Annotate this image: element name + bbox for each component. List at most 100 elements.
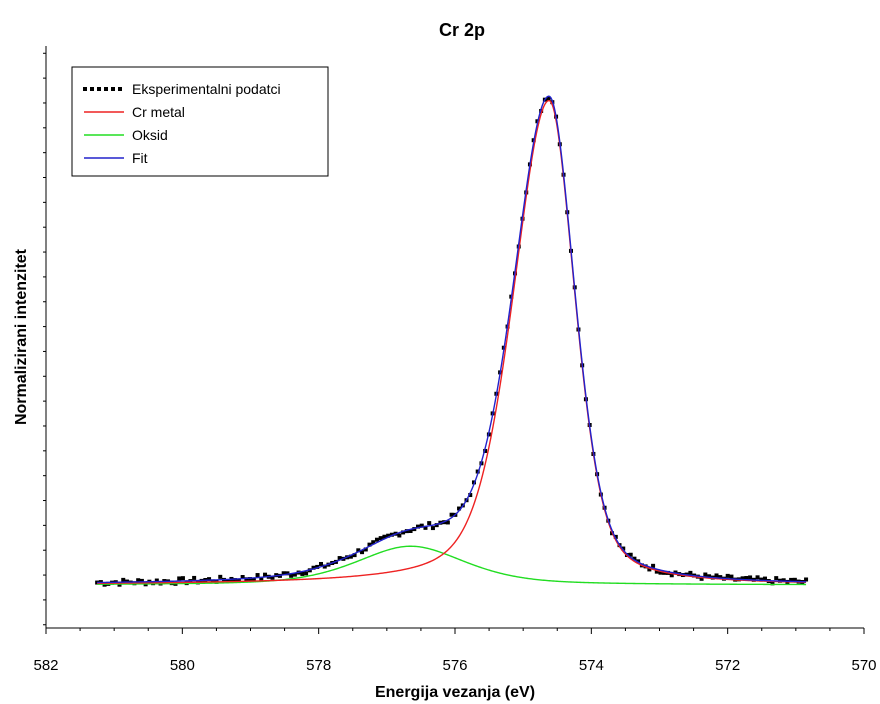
experimental-point	[774, 576, 779, 581]
experimental-point	[419, 523, 424, 528]
experimental-point	[240, 575, 245, 580]
experimental-point	[669, 573, 674, 578]
experimental-point	[427, 521, 432, 526]
legend-marker-experimental	[111, 87, 115, 91]
experimental-point	[177, 576, 182, 581]
experimental-point	[651, 563, 656, 568]
experimental-point	[703, 572, 708, 577]
experimental-point	[367, 542, 372, 547]
x-tick-label: 572	[715, 657, 740, 674]
legend-marker-experimental	[90, 87, 94, 91]
experimental-point	[740, 576, 745, 581]
experimental-point	[281, 571, 286, 576]
experimental-point	[707, 574, 712, 579]
experimental-point	[658, 570, 663, 575]
experimental-point	[632, 556, 637, 561]
experimental-point	[371, 540, 376, 545]
x-tick-label: 576	[442, 657, 467, 674]
experimental-point	[759, 577, 764, 582]
experimental-point	[449, 512, 454, 517]
x-ticks: 582 580 578 576 574 572 570	[33, 628, 877, 674]
experimental-point	[483, 448, 488, 453]
experimental-point	[636, 559, 641, 564]
y-ticks	[43, 52, 46, 626]
experimental-point	[363, 547, 368, 552]
experimental-point	[154, 578, 159, 583]
legend-label: Cr metal	[132, 104, 185, 120]
experimental-point	[744, 576, 749, 581]
experimental-point	[804, 577, 809, 582]
experimental-point	[628, 552, 633, 557]
x-axis-label: Energija vezanja (eV)	[375, 684, 535, 701]
experimental-point	[386, 533, 391, 538]
chart-title: Cr 2p	[439, 20, 485, 40]
experimental-point	[270, 575, 275, 580]
experimental-point	[311, 565, 316, 570]
fit-curve	[97, 95, 807, 584]
legend-marker-experimental	[83, 87, 87, 91]
experimental-point	[322, 564, 327, 569]
experimental-point	[468, 493, 473, 498]
experimental-point	[699, 576, 704, 581]
experimental-point	[95, 580, 100, 585]
experimental-point	[289, 573, 294, 578]
plot-area: 582 580 578 576 574 572 570	[33, 46, 877, 674]
experimental-point	[356, 548, 361, 553]
experimental-point	[378, 536, 383, 541]
experimental-point	[434, 523, 439, 528]
x-tick-label: 582	[33, 657, 58, 674]
legend-marker-experimental	[97, 87, 101, 91]
experimental-point	[445, 520, 450, 525]
experimental-point	[475, 469, 480, 474]
experimental-point	[781, 578, 786, 583]
experimental-point	[714, 573, 719, 578]
experimental-point	[546, 96, 551, 101]
experimental-point	[121, 577, 126, 582]
y-axis-label: Normalizirani intenzitet	[13, 248, 30, 425]
experimental-point	[304, 571, 309, 576]
experimental-point	[192, 575, 197, 580]
cr-metal-curve	[97, 99, 807, 584]
experimental-point	[770, 581, 775, 586]
legend-label: Oksid	[132, 127, 168, 143]
experimental-point	[688, 570, 693, 575]
experimental-point	[285, 571, 290, 576]
experimental-point	[248, 577, 253, 582]
experimental-point	[337, 556, 342, 561]
experimental-point	[423, 525, 428, 530]
experimental-point	[654, 569, 659, 574]
series-layer	[95, 95, 809, 587]
x-tick-label: 570	[851, 657, 876, 674]
experimental-point	[763, 576, 768, 581]
experimental-point	[180, 576, 185, 581]
experimental-point	[207, 577, 212, 582]
experimental-point	[647, 567, 652, 572]
experimental-point	[218, 574, 223, 579]
legend-marker-experimental	[104, 87, 108, 91]
experimental-point	[244, 577, 249, 582]
experimental-point	[360, 550, 365, 555]
experimental-point	[430, 526, 435, 531]
x-tick-label: 574	[579, 657, 604, 674]
legend-label: Eksperimentalni podatci	[132, 81, 281, 97]
experimental-point	[263, 572, 268, 577]
experimental-point	[457, 506, 462, 511]
experimental-point	[348, 554, 353, 559]
x-tick-label: 580	[170, 657, 195, 674]
legend-marker-experimental	[118, 87, 122, 91]
experimental-point	[748, 575, 753, 580]
experimental-point	[300, 571, 305, 576]
experimental-point	[404, 529, 409, 534]
experimental-point	[259, 576, 264, 581]
experimental-point	[389, 532, 394, 537]
experimental-point	[718, 575, 723, 580]
experimental-point	[315, 564, 320, 569]
x-tick-label: 578	[306, 657, 331, 674]
experimental-point	[416, 524, 421, 529]
experimental-point	[397, 533, 402, 538]
experimental-point	[255, 573, 260, 578]
experimental-point	[374, 537, 379, 542]
oksid-curve	[97, 545, 807, 586]
experimental-point	[621, 546, 626, 551]
